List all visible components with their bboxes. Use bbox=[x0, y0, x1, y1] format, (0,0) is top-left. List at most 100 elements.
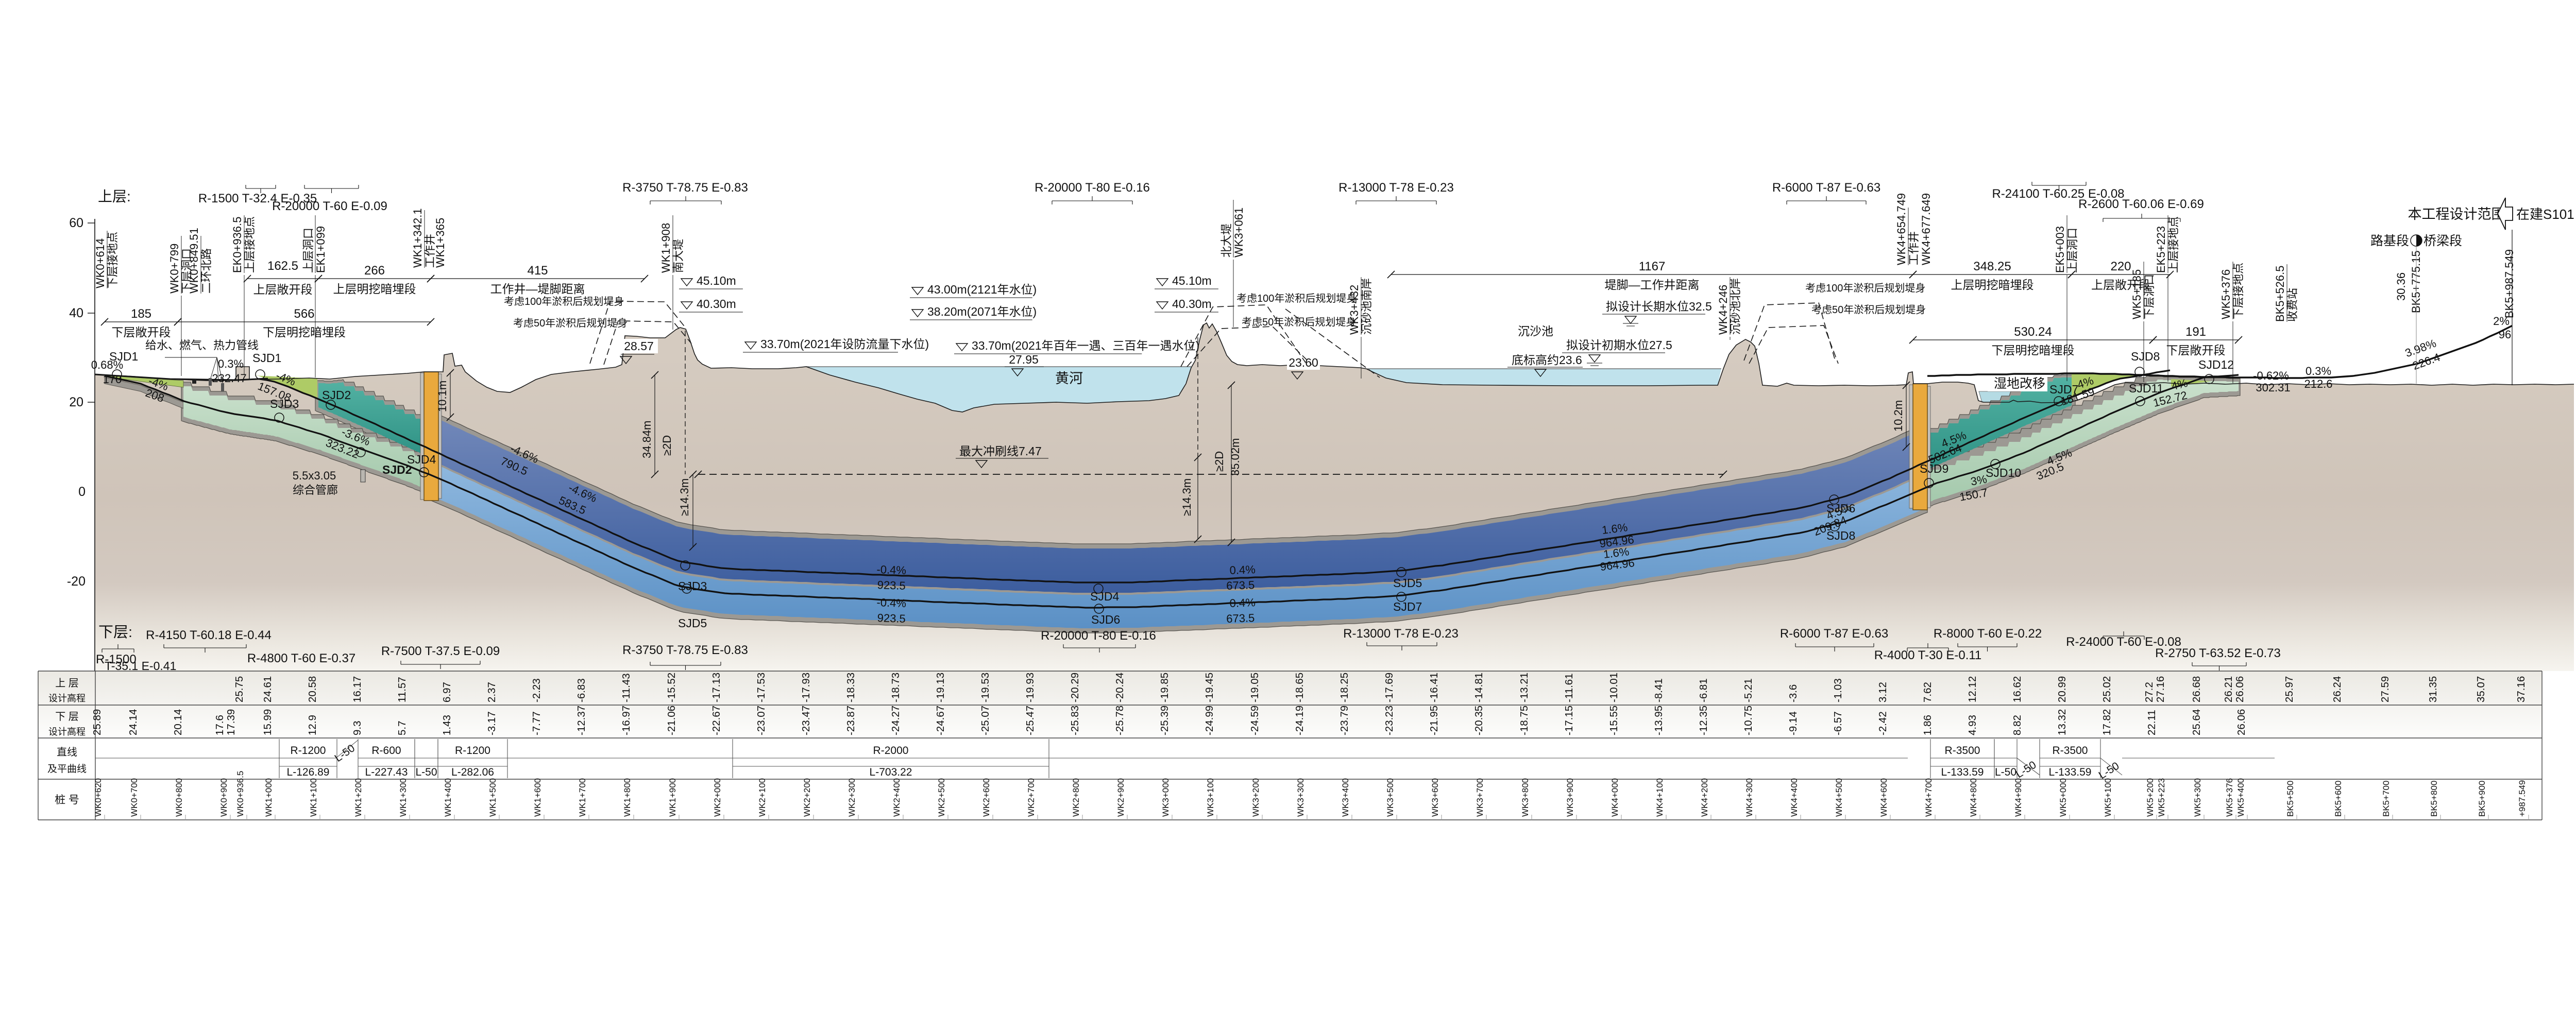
svg-text:南大堤: 南大堤 bbox=[672, 239, 685, 273]
svg-text:上层明挖暗埋段: 上层明挖暗埋段 bbox=[1951, 278, 2034, 291]
svg-text:L-133.59: L-133.59 bbox=[2049, 766, 2092, 778]
svg-text:2%: 2% bbox=[2493, 315, 2510, 328]
svg-text:-21.95: -21.95 bbox=[1428, 706, 1440, 735]
svg-text:R-20000 T-80 E-0.16: R-20000 T-80 E-0.16 bbox=[1041, 629, 1156, 643]
svg-text:WK0+799: WK0+799 bbox=[168, 244, 181, 294]
svg-text:BK5+987.549: BK5+987.549 bbox=[2503, 249, 2516, 318]
svg-text:40: 40 bbox=[69, 306, 83, 320]
svg-text:6.97: 6.97 bbox=[441, 682, 453, 702]
svg-text:本工程设计范围: 本工程设计范围 bbox=[2408, 207, 2505, 222]
svg-text:R-8000 T-60 E-0.22: R-8000 T-60 E-0.22 bbox=[1934, 627, 2042, 641]
svg-text:WK1+400: WK1+400 bbox=[443, 778, 453, 817]
svg-text:BK5+800: BK5+800 bbox=[2429, 781, 2439, 817]
svg-text:下层洞口: 下层洞口 bbox=[2143, 274, 2156, 319]
svg-text:23.60: 23.60 bbox=[1289, 356, 1318, 369]
svg-text:WK2+200: WK2+200 bbox=[802, 778, 812, 817]
svg-text:26.06: 26.06 bbox=[2234, 676, 2246, 702]
svg-text:25.64: 25.64 bbox=[2191, 709, 2202, 735]
svg-text:及平曲线: 及平曲线 bbox=[47, 763, 87, 775]
svg-text:20: 20 bbox=[69, 395, 83, 409]
svg-text:0.3%: 0.3% bbox=[2306, 365, 2331, 377]
svg-text:-25.47: -25.47 bbox=[1024, 706, 1036, 735]
svg-text:上层洞口: 上层洞口 bbox=[2066, 228, 2079, 273]
svg-text:WK4+500: WK4+500 bbox=[1834, 778, 1844, 817]
svg-text:35.07: 35.07 bbox=[2475, 676, 2487, 702]
svg-text:综合管廊: 综合管廊 bbox=[293, 484, 338, 496]
svg-text:下层接地点: 下层接地点 bbox=[106, 232, 119, 288]
svg-text:-0.4%: -0.4% bbox=[876, 563, 906, 577]
svg-text:-23.87: -23.87 bbox=[845, 706, 857, 735]
svg-text:WK4+800: WK4+800 bbox=[1969, 778, 1978, 817]
svg-text:-12.35: -12.35 bbox=[1698, 706, 1709, 735]
svg-text:R-2000: R-2000 bbox=[873, 745, 909, 757]
svg-text:-24.19: -24.19 bbox=[1294, 706, 1306, 735]
svg-text:WK2+800: WK2+800 bbox=[1071, 778, 1081, 817]
svg-text:25.89: 25.89 bbox=[91, 709, 103, 735]
svg-text:L-282.06: L-282.06 bbox=[451, 766, 494, 778]
svg-text:WK2+700: WK2+700 bbox=[1026, 778, 1036, 817]
svg-text:-15.52: -15.52 bbox=[666, 673, 677, 702]
svg-text:北大堤: 北大堤 bbox=[1220, 224, 1233, 258]
svg-text:30.36: 30.36 bbox=[2395, 272, 2408, 301]
svg-text:673.5: 673.5 bbox=[1226, 578, 1255, 592]
svg-text:4.93: 4.93 bbox=[1967, 715, 1978, 735]
svg-text:31.35: 31.35 bbox=[2427, 676, 2439, 702]
svg-text:33.70m(2021年设防流量下水位): 33.70m(2021年设防流量下水位) bbox=[760, 337, 929, 351]
svg-text:沉砂池北岸: 沉砂池北岸 bbox=[1729, 278, 1742, 335]
svg-text:SJD10: SJD10 bbox=[1986, 466, 2021, 479]
svg-text:SJD7: SJD7 bbox=[2049, 383, 2078, 396]
svg-text:1.86: 1.86 bbox=[1922, 715, 1934, 735]
svg-text:下层洞口: 下层洞口 bbox=[180, 248, 193, 294]
svg-text:SJD11: SJD11 bbox=[2129, 382, 2163, 395]
svg-text:25.75: 25.75 bbox=[233, 676, 245, 702]
svg-text:26.06: 26.06 bbox=[2235, 709, 2247, 735]
svg-text:WK0+614: WK0+614 bbox=[94, 238, 107, 288]
svg-text:R-24100 T-60.25 E-0.08: R-24100 T-60.25 E-0.08 bbox=[1992, 187, 2124, 201]
svg-text:-10.01: -10.01 bbox=[1608, 673, 1620, 702]
svg-text:-13.21: -13.21 bbox=[1518, 673, 1530, 702]
svg-text:-8.41: -8.41 bbox=[1653, 678, 1665, 702]
svg-text:1.6%: 1.6% bbox=[1603, 545, 1630, 561]
svg-text:-24.99: -24.99 bbox=[1204, 706, 1215, 735]
svg-text:5.5x3.05: 5.5x3.05 bbox=[293, 469, 336, 482]
svg-text:1167: 1167 bbox=[1639, 260, 1666, 273]
svg-text:WK4+900: WK4+900 bbox=[2013, 778, 2023, 817]
svg-text:WK5+376: WK5+376 bbox=[2219, 269, 2232, 319]
svg-text:WK1+700: WK1+700 bbox=[578, 778, 587, 817]
svg-text:EK0+936.5: EK0+936.5 bbox=[231, 217, 244, 273]
svg-text:923.5: 923.5 bbox=[877, 578, 906, 592]
svg-text:桥梁段: 桥梁段 bbox=[2424, 234, 2462, 248]
svg-text:L-50: L-50 bbox=[1995, 766, 2016, 778]
svg-text:BK5+700: BK5+700 bbox=[2381, 781, 2391, 817]
svg-text:-3.6: -3.6 bbox=[1787, 684, 1799, 702]
svg-text:-19.85: -19.85 bbox=[1159, 673, 1171, 702]
svg-text:收费站: 收费站 bbox=[2286, 288, 2299, 322]
svg-text:R-1500 T-32.4 E-0.35: R-1500 T-32.4 E-0.35 bbox=[198, 192, 317, 205]
svg-text:上层敞开段: 上层敞开段 bbox=[2091, 278, 2150, 291]
svg-text:下层接地点: 下层接地点 bbox=[2232, 263, 2245, 319]
svg-text:二环北路: 二环北路 bbox=[200, 248, 213, 294]
svg-text:5.7: 5.7 bbox=[396, 721, 408, 736]
svg-text:WK1+365: WK1+365 bbox=[434, 218, 447, 268]
svg-text:24.61: 24.61 bbox=[262, 676, 274, 702]
svg-text:WK2+300: WK2+300 bbox=[847, 778, 857, 817]
svg-text:最大冲刷线7.47: 最大冲刷线7.47 bbox=[959, 444, 1042, 458]
svg-text:SJD1: SJD1 bbox=[252, 351, 281, 365]
svg-text:WK4+600: WK4+600 bbox=[1879, 778, 1889, 817]
svg-text:-18.25: -18.25 bbox=[1338, 673, 1350, 702]
svg-text:7.62: 7.62 bbox=[1922, 682, 1934, 702]
svg-text:13.32: 13.32 bbox=[2056, 709, 2068, 735]
svg-text:WK5+200: WK5+200 bbox=[2145, 778, 2155, 817]
svg-text:底标高约23.6: 底标高约23.6 bbox=[1512, 353, 1582, 367]
svg-text:-25.39: -25.39 bbox=[1159, 706, 1171, 735]
svg-text:12.9: 12.9 bbox=[307, 715, 318, 735]
svg-text:-25.78: -25.78 bbox=[1114, 706, 1126, 735]
svg-text:SJD5: SJD5 bbox=[678, 616, 707, 630]
svg-text:WK4+246: WK4+246 bbox=[1717, 285, 1730, 335]
svg-text:下层明挖暗埋段: 下层明挖暗埋段 bbox=[1992, 344, 2075, 357]
svg-text:下层敞开段: 下层敞开段 bbox=[2166, 344, 2226, 357]
svg-text:WK4+100: WK4+100 bbox=[1655, 778, 1665, 817]
svg-text:WK2+400: WK2+400 bbox=[892, 778, 902, 817]
svg-text:WK3+400: WK3+400 bbox=[1341, 778, 1350, 817]
svg-text:SJD4: SJD4 bbox=[407, 453, 436, 466]
